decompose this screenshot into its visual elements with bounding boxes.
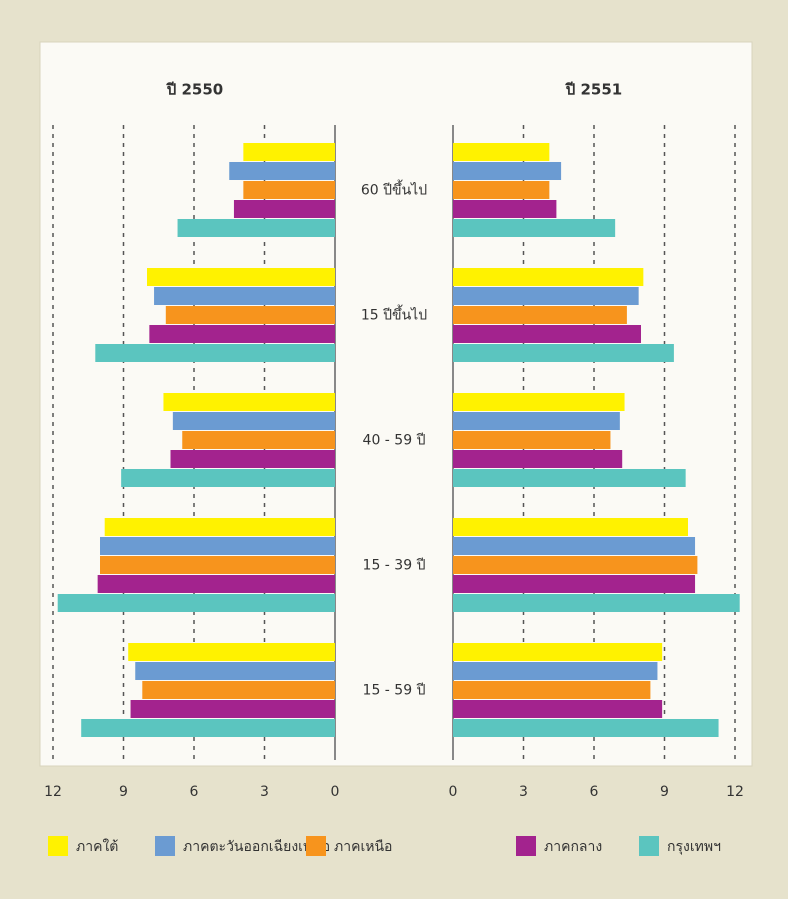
bar — [81, 719, 335, 737]
bar — [130, 700, 335, 718]
bar — [453, 700, 663, 718]
panel-title: ปี 2550 — [166, 81, 223, 99]
bar — [243, 181, 335, 199]
bar — [453, 719, 719, 737]
x-tick-label: 0 — [449, 784, 458, 800]
legend-swatch — [306, 836, 326, 856]
category-label: 15 - 39 ปี — [363, 558, 426, 574]
x-tick-label: 3 — [519, 784, 528, 800]
bar — [453, 594, 740, 612]
bar — [453, 325, 641, 343]
bar — [453, 681, 651, 699]
legend-label: ภาคเหนือ — [334, 839, 392, 855]
bar — [163, 393, 335, 411]
bar — [243, 143, 335, 161]
bar — [453, 306, 627, 324]
bar — [135, 662, 335, 680]
bar — [147, 268, 335, 286]
x-tick-label: 9 — [119, 784, 128, 800]
bar — [165, 306, 335, 324]
bar — [128, 643, 335, 661]
bar — [142, 681, 335, 699]
bar — [453, 287, 639, 305]
category-label: 15 - 59 ปี — [363, 683, 426, 699]
bar — [453, 469, 686, 487]
bar — [453, 143, 550, 161]
x-tick-label: 3 — [260, 784, 269, 800]
bar — [453, 662, 658, 680]
x-tick-label: 12 — [44, 784, 62, 800]
bar — [453, 412, 620, 430]
bar — [100, 537, 335, 555]
bar — [172, 412, 335, 430]
bar — [453, 393, 625, 411]
bar — [182, 431, 335, 449]
x-tick-label: 12 — [726, 784, 744, 800]
bar — [170, 450, 335, 468]
bar — [453, 643, 663, 661]
bar — [453, 268, 644, 286]
bar — [57, 594, 335, 612]
bar — [453, 537, 696, 555]
category-label: 40 - 59 ปี — [363, 433, 426, 449]
bar — [154, 287, 335, 305]
bar — [149, 325, 335, 343]
bar — [453, 181, 550, 199]
legend-swatch — [639, 836, 659, 856]
bar — [453, 162, 562, 180]
bar — [100, 556, 335, 574]
category-label: 15 ปีขึ้นไป — [361, 305, 427, 324]
bar — [453, 556, 698, 574]
bar — [453, 575, 696, 593]
bar — [177, 219, 335, 237]
panel-title: ปี 2551 — [565, 81, 622, 99]
bar — [453, 219, 616, 237]
bar — [233, 200, 335, 218]
x-tick-label: 9 — [660, 784, 669, 800]
legend-swatch — [155, 836, 175, 856]
category-label: 60 ปีขึ้นไป — [361, 180, 427, 199]
bar — [453, 450, 623, 468]
legend-label: ภาคกลาง — [544, 839, 602, 855]
bar — [453, 200, 557, 218]
bar — [95, 344, 335, 362]
legend-label: กรุงเทพฯ — [667, 839, 721, 855]
legend-label: ภาคตะวันออกเฉียงเหนือ — [183, 839, 330, 855]
bar — [121, 469, 336, 487]
x-tick-label: 0 — [331, 784, 340, 800]
bar — [453, 431, 611, 449]
legend-swatch — [516, 836, 536, 856]
legend-swatch — [48, 836, 68, 856]
bar — [229, 162, 335, 180]
bar — [453, 518, 688, 536]
x-tick-label: 6 — [190, 784, 199, 800]
legend-label: ภาคใต้ — [76, 838, 118, 855]
bar — [453, 344, 674, 362]
x-tick-label: 6 — [590, 784, 599, 800]
bar — [97, 575, 336, 593]
bar — [104, 518, 335, 536]
